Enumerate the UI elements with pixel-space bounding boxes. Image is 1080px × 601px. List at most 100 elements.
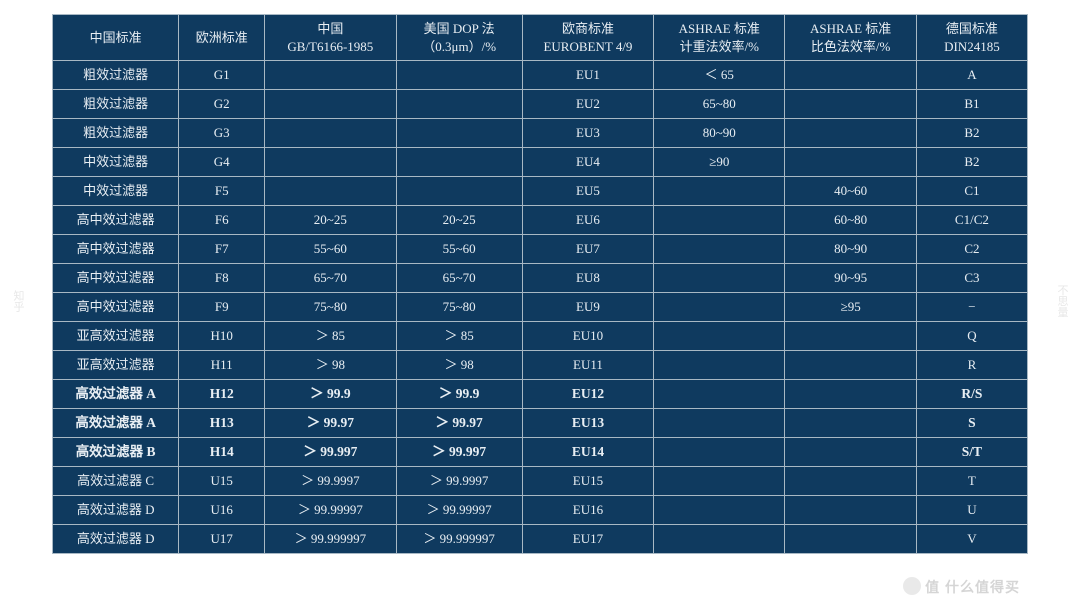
table-cell: B1 (916, 90, 1027, 119)
table-cell: F6 (179, 206, 265, 235)
table-cell (654, 467, 785, 496)
table-cell: 高中效过滤器 (53, 235, 179, 264)
column-header-5: ASHRAE 标准计重法效率/% (654, 15, 785, 61)
table-cell: U16 (179, 496, 265, 525)
table-cell: EU10 (522, 322, 653, 351)
table-cell: 80~90 (654, 119, 785, 148)
table-cell (265, 61, 396, 90)
column-header-0: 中国标准 (53, 15, 179, 61)
table-row: 高中效过滤器F865~7065~70EU890~95C3 (53, 264, 1028, 293)
table-cell: C1 (916, 177, 1027, 206)
table-cell: ＞ 85 (265, 322, 396, 351)
table-row: 中效过滤器F5 EU5 40~60C1 (53, 177, 1028, 206)
table-cell: 55~60 (265, 235, 396, 264)
table-cell: ＞ 99.97 (396, 409, 522, 438)
table-header: 中国标准欧洲标准中国GB/T6166-1985美国 DOP 法（0.3μm）/%… (53, 15, 1028, 61)
table-row: 高中效过滤器F620~2520~25EU660~80C1/C2 (53, 206, 1028, 235)
watermark-left: 知乎 (10, 290, 26, 312)
table-cell (265, 177, 396, 206)
table-cell (265, 90, 396, 119)
table-cell: F5 (179, 177, 265, 206)
table-cell (785, 380, 916, 409)
table-cell: 60~80 (785, 206, 916, 235)
table-cell: H14 (179, 438, 265, 467)
table-cell: 20~25 (265, 206, 396, 235)
table-cell: T (916, 467, 1027, 496)
table-cell (654, 438, 785, 467)
table-cell: 粗效过滤器 (53, 61, 179, 90)
table-cell: ＞ 99.999997 (265, 525, 396, 554)
table-cell: ＞ 99.997 (396, 438, 522, 467)
table-cell: S (916, 409, 1027, 438)
table-cell: ＞ 99.9 (396, 380, 522, 409)
table-cell: ＞ 98 (265, 351, 396, 380)
table-row: 高效过滤器 DU16＞ 99.99997＞ 99.99997EU16U (53, 496, 1028, 525)
table-cell: F8 (179, 264, 265, 293)
table-cell: 80~90 (785, 235, 916, 264)
table-row: 中效过滤器G4EU4≥90B2 (53, 148, 1028, 177)
table-cell: EU7 (522, 235, 653, 264)
table-cell: 40~60 (785, 177, 916, 206)
table-cell: 中效过滤器 (53, 177, 179, 206)
table-cell: B2 (916, 148, 1027, 177)
table-cell: H13 (179, 409, 265, 438)
table-cell: EU16 (522, 496, 653, 525)
table-cell (654, 322, 785, 351)
table-cell (654, 206, 785, 235)
table-row: 高中效过滤器F975~8075~80EU9≥95− (53, 293, 1028, 322)
table-cell (785, 438, 916, 467)
table-cell: C1/C2 (916, 206, 1027, 235)
table-row: 高效过滤器 BH14＞ 99.997＞ 99.997EU14S/T (53, 438, 1028, 467)
table-cell: 粗效过滤器 (53, 90, 179, 119)
table-cell (785, 90, 916, 119)
table-cell: 75~80 (265, 293, 396, 322)
table-cell (265, 148, 396, 177)
table-cell: − (916, 293, 1027, 322)
table-cell: Q (916, 322, 1027, 351)
table-cell: U15 (179, 467, 265, 496)
table-cell: ＞ 99.999997 (396, 525, 522, 554)
watermark-right: 不思量 (1054, 284, 1070, 317)
table-cell: EU12 (522, 380, 653, 409)
table-row: 高效过滤器 AH12＞ 99.9＞ 99.9EU12R/S (53, 380, 1028, 409)
table-cell: 高中效过滤器 (53, 206, 179, 235)
table-cell: U (916, 496, 1027, 525)
table-cell: R/S (916, 380, 1027, 409)
filter-standards-table: 中国标准欧洲标准中国GB/T6166-1985美国 DOP 法（0.3μm）/%… (52, 14, 1028, 554)
table-cell: 高效过滤器 D (53, 496, 179, 525)
table-cell (654, 177, 785, 206)
table-cell (785, 148, 916, 177)
table-cell: 亚高效过滤器 (53, 351, 179, 380)
table-cell: 高效过滤器 A (53, 380, 179, 409)
table-cell: EU13 (522, 409, 653, 438)
table-cell: 55~60 (396, 235, 522, 264)
table-cell: 65~80 (654, 90, 785, 119)
table-cell: H10 (179, 322, 265, 351)
table-row: 亚高效过滤器H10＞ 85＞ 85EU10Q (53, 322, 1028, 351)
table-cell: 亚高效过滤器 (53, 322, 179, 351)
table-cell: C3 (916, 264, 1027, 293)
table-cell (785, 409, 916, 438)
table-cell: EU2 (522, 90, 653, 119)
table-cell: EU3 (522, 119, 653, 148)
table-cell: EU11 (522, 351, 653, 380)
table-cell: V (916, 525, 1027, 554)
table-cell: EU14 (522, 438, 653, 467)
table-cell: EU6 (522, 206, 653, 235)
column-header-4: 欧商标准EUROBENT 4/9 (522, 15, 653, 61)
column-header-6: ASHRAE 标准比色法效率/% (785, 15, 916, 61)
table-cell (396, 90, 522, 119)
table-cell: EU5 (522, 177, 653, 206)
table-cell (654, 351, 785, 380)
table-cell (654, 235, 785, 264)
table-cell: 65~70 (396, 264, 522, 293)
table-cell: EU1 (522, 61, 653, 90)
table-cell (785, 351, 916, 380)
table-cell: G2 (179, 90, 265, 119)
table-row: 粗效过滤器G3EU380~90B2 (53, 119, 1028, 148)
table-cell: A (916, 61, 1027, 90)
table-cell: 高效过滤器 B (53, 438, 179, 467)
table-cell (654, 293, 785, 322)
table-cell: H11 (179, 351, 265, 380)
table-cell (654, 380, 785, 409)
